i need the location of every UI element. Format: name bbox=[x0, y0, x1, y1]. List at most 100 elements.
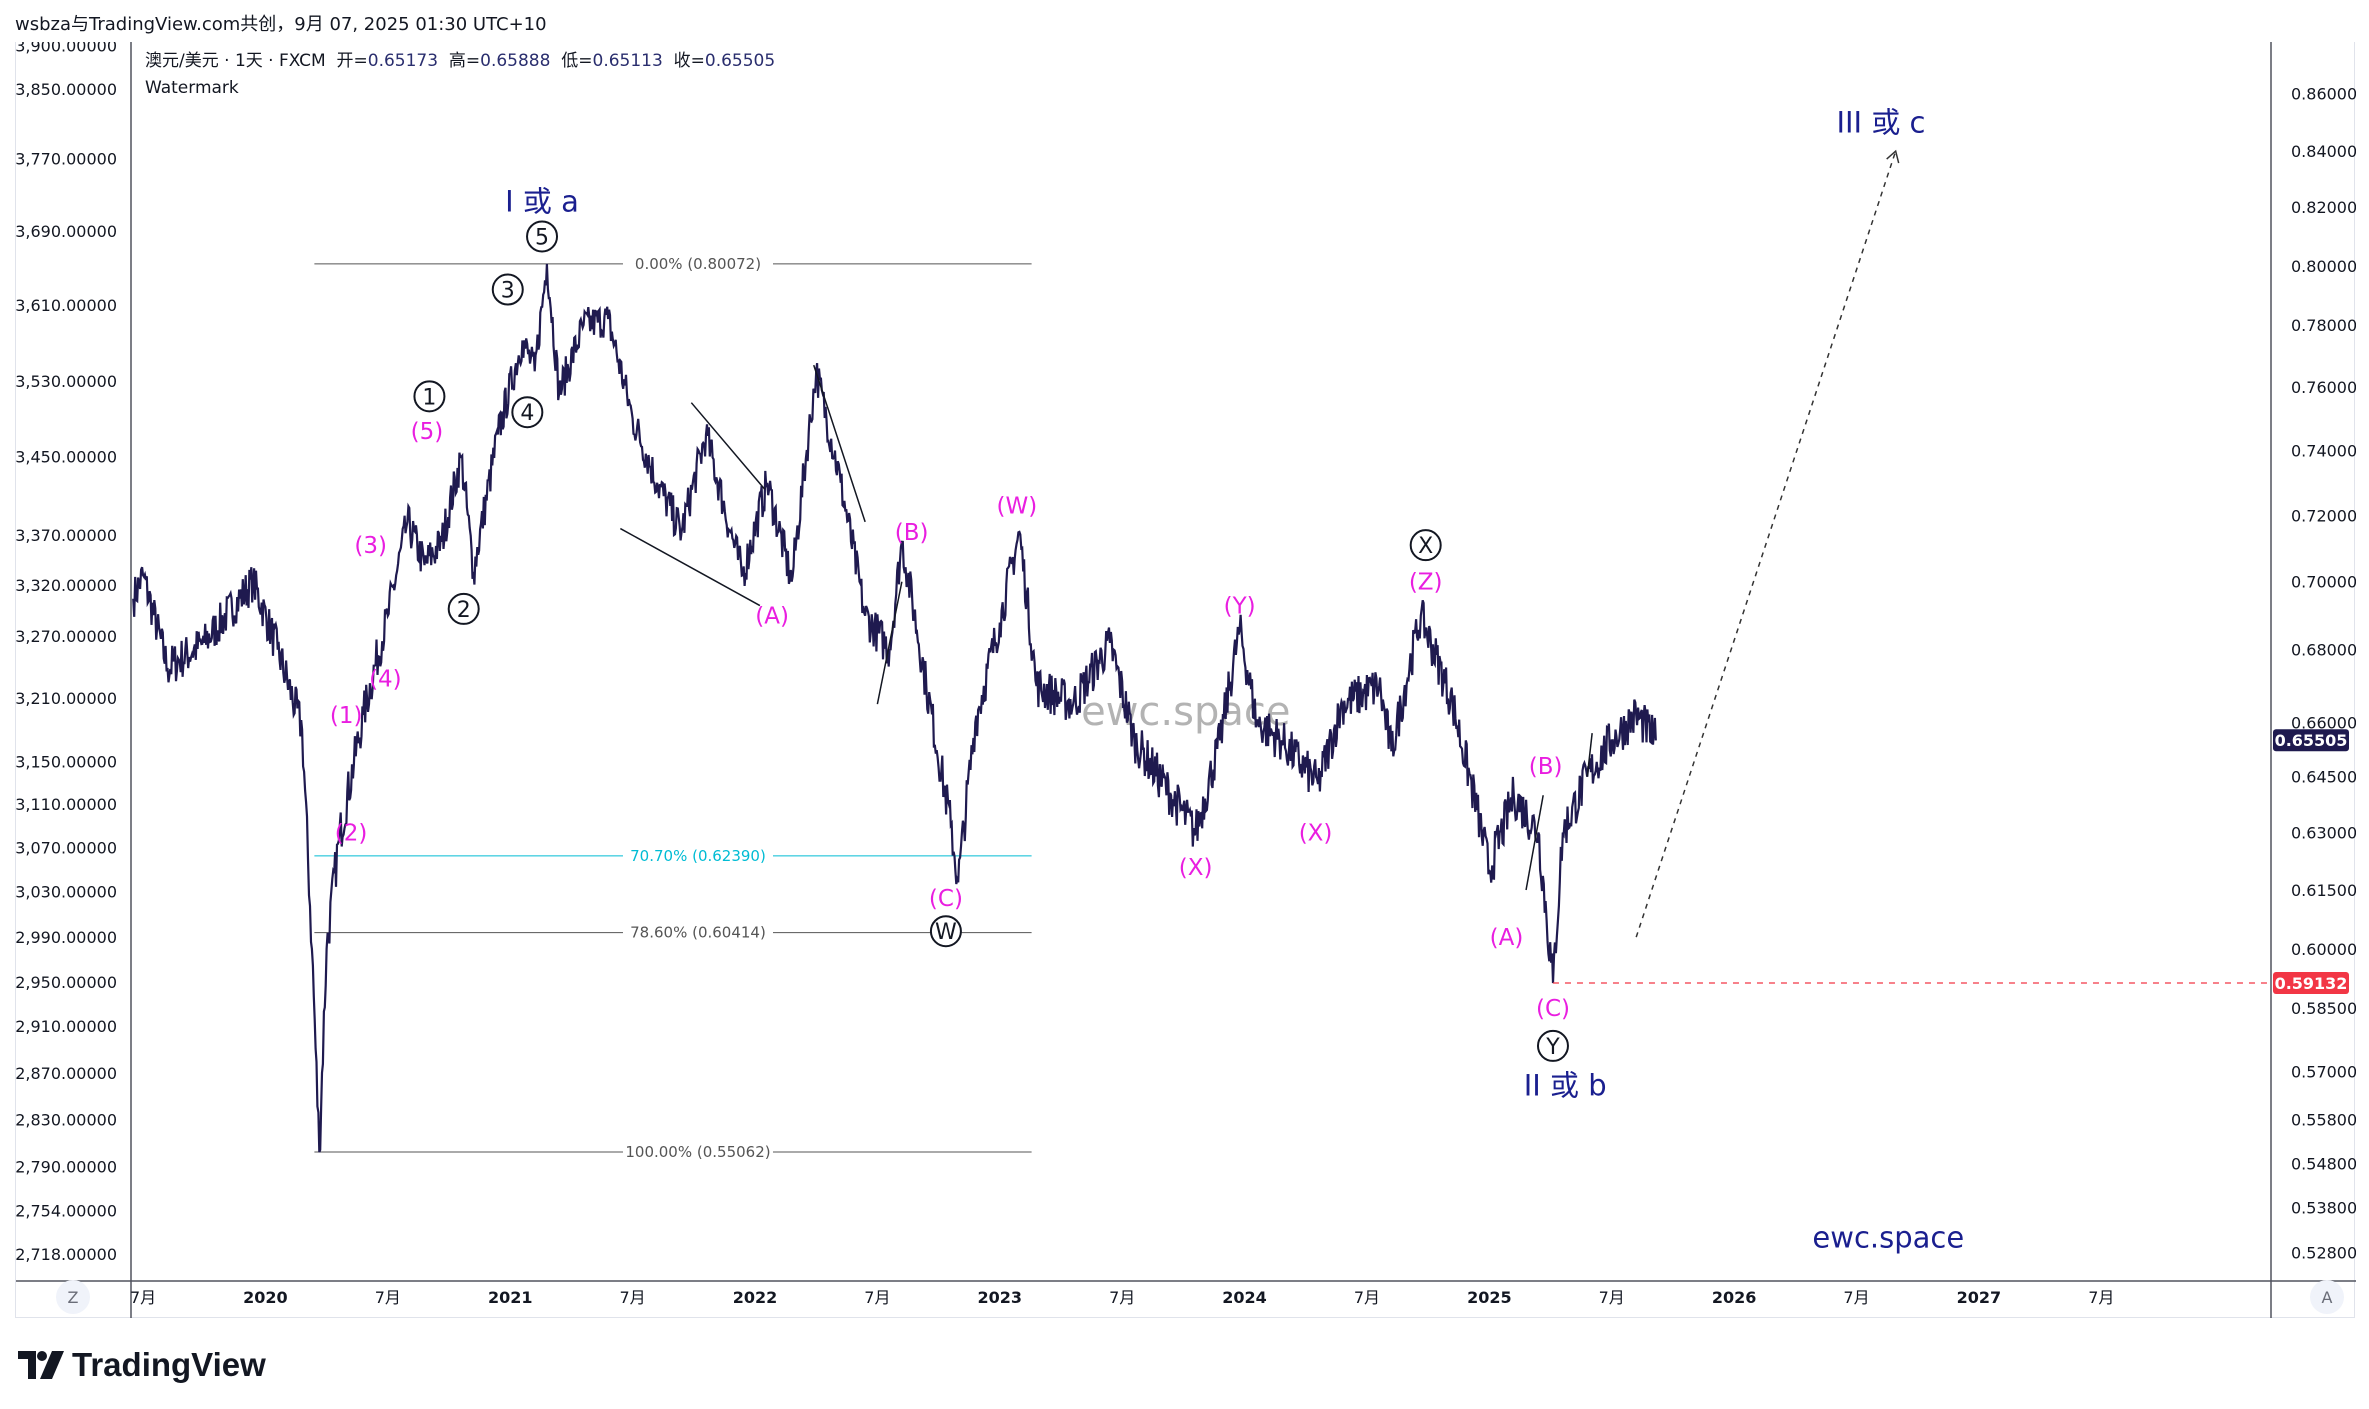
time-axis-tick-label: 2020 bbox=[243, 1288, 288, 1307]
open-value: 0.65173 bbox=[367, 51, 439, 71]
wave-degree-label: III 或 c bbox=[1836, 105, 1925, 139]
fib-level-label: 78.60% (0.60414) bbox=[630, 924, 766, 942]
left-axis-tick-label: 2,754.00000 bbox=[16, 1201, 117, 1220]
right-axis-tick-label: 0.80000 bbox=[2291, 257, 2356, 276]
left-axis-tick-label: 3,370.00000 bbox=[16, 526, 117, 545]
right-axis-tick-label: 0.86000 bbox=[2291, 85, 2356, 104]
right-axis-tick-label: 0.52800 bbox=[2291, 1244, 2356, 1263]
time-axis-tick-label: 2022 bbox=[733, 1288, 778, 1307]
right-axis-tick-label: 0.64500 bbox=[2291, 768, 2356, 787]
right-axis-tick-label: 0.68000 bbox=[2291, 641, 2356, 660]
right-axis-tick-label: 0.53800 bbox=[2291, 1198, 2356, 1217]
left-axis-tick-label: 3,210.00000 bbox=[16, 689, 117, 708]
time-axis-tick-label: 7月 bbox=[375, 1288, 401, 1307]
time-axis-tick-label: 7月 bbox=[1599, 1288, 1625, 1307]
left-axis-tick-label: 3,450.00000 bbox=[16, 447, 117, 466]
symbol-name[interactable]: 澳元/美元 · 1天 · FXCM bbox=[145, 51, 326, 71]
wave-label-text: (X) bbox=[1299, 821, 1333, 847]
tradingview-logo[interactable]: TradingView bbox=[18, 1346, 266, 1384]
time-axis-tick-label: 2026 bbox=[1712, 1288, 1757, 1307]
chart-frame[interactable]: 0.86000 0.84000 0.82000 0.80000 0.78000 0.760… bbox=[15, 42, 2356, 1318]
trendline-drawing bbox=[813, 364, 866, 523]
last-price-badge: 0.65505 bbox=[2273, 729, 2349, 752]
wave-label-text: W bbox=[935, 920, 957, 945]
left-axis-tick-label: 3,850.00000 bbox=[16, 80, 117, 99]
time-axis-tick-label: 7月 bbox=[864, 1288, 890, 1307]
left-axis-tick-label: 3,770.00000 bbox=[16, 150, 117, 169]
wave-label-text: (A) bbox=[1490, 925, 1524, 951]
low-price-badge-text: 0.59132 bbox=[2275, 974, 2348, 993]
time-axis-tick-label: 2023 bbox=[978, 1288, 1023, 1307]
trendline-drawing bbox=[1525, 795, 1544, 891]
corner-watermark: ewc.space bbox=[1812, 1221, 1964, 1255]
low-label: 低= bbox=[561, 51, 593, 71]
time-axis-tick-label: 7月 bbox=[620, 1288, 646, 1307]
right-axis-tick-label: 0.76000 bbox=[2291, 378, 2356, 397]
fib-level-label: 0.00% (0.80072) bbox=[635, 255, 761, 273]
trendline-drawing bbox=[876, 581, 903, 705]
right-axis-tick-label: 0.66000 bbox=[2291, 713, 2356, 732]
price-chart[interactable]: 0.86000 0.84000 0.82000 0.80000 0.78000 0.760… bbox=[16, 42, 2356, 1318]
wave-label-circled: X bbox=[1409, 529, 1442, 562]
wave-label-circled: 4 bbox=[511, 396, 544, 429]
wave-label-text: (B) bbox=[1529, 754, 1563, 780]
left-axis-tick-label: 3,610.00000 bbox=[16, 296, 117, 315]
watermark-indicator-label[interactable]: Watermark bbox=[145, 78, 239, 98]
wave-circle-icon bbox=[1409, 529, 1442, 562]
trendline-drawing bbox=[690, 402, 766, 490]
time-axis-tick-label: 7月 bbox=[2088, 1288, 2114, 1307]
fib-level-label: 100.00% (0.55062) bbox=[625, 1143, 770, 1161]
wave-label-text: X bbox=[1418, 534, 1433, 559]
wave-label-circled: Y bbox=[1536, 1029, 1569, 1062]
low-value: 0.65113 bbox=[592, 51, 663, 71]
right-axis-tick-label: 0.54800 bbox=[2291, 1154, 2356, 1173]
time-axis-tick-label: 7月 bbox=[1109, 1288, 1135, 1307]
auto-scale-right-button[interactable]: A bbox=[2310, 1280, 2344, 1314]
tradingview-logo-icon bbox=[18, 1351, 64, 1379]
wave-label-text: (C) bbox=[1536, 996, 1570, 1022]
wave-label-text: (W) bbox=[997, 494, 1038, 520]
wave-circle-icon bbox=[413, 380, 446, 413]
wave-degree-label: I 或 a bbox=[505, 184, 579, 218]
wave-label-text: (3) bbox=[354, 533, 387, 559]
wave-label-text: (A) bbox=[755, 604, 789, 630]
time-axis-tick-label: 2027 bbox=[1957, 1288, 2002, 1307]
time-axis-tick-label: 2024 bbox=[1222, 1288, 1267, 1307]
center-watermark: ewc.space bbox=[1081, 689, 1290, 735]
wave-circle-icon bbox=[491, 273, 524, 306]
ohlc-row: 澳元/美元 · 1天 · FXCM 开=0.65173 高=0.65888 低=… bbox=[145, 48, 775, 75]
trendline-drawing bbox=[619, 527, 761, 607]
wave-label-circled: 5 bbox=[526, 220, 559, 253]
wave-label-text: 3 bbox=[501, 279, 515, 304]
low-price-badge-bg bbox=[2273, 972, 2349, 995]
wave-label-text: 5 bbox=[535, 225, 549, 250]
wave-label-text: (2) bbox=[335, 821, 368, 847]
wave-label-text: 2 bbox=[457, 598, 471, 623]
left-axis-tick-label: 3,150.00000 bbox=[16, 753, 117, 772]
plot-area: ewc.space 0.00% (0.80072) 70.70% (0.62390)… bbox=[132, 105, 2271, 1161]
auto-scale-left-button[interactable]: Z bbox=[56, 1280, 90, 1314]
wave-label-text: (5) bbox=[411, 419, 444, 445]
wave-degree-label: II 或 b bbox=[1524, 1068, 1607, 1102]
right-axis-tick-label: 0.57000 bbox=[2291, 1062, 2356, 1081]
right-axis-tick-label: 0.72000 bbox=[2291, 506, 2356, 525]
wave-label-text: 1 bbox=[422, 385, 436, 410]
time-axis-tick-label: 7月 bbox=[1843, 1288, 1869, 1307]
wave-circle-icon bbox=[929, 915, 962, 948]
symbol-legend: 澳元/美元 · 1天 · FXCM 开=0.65173 高=0.65888 低=… bbox=[145, 48, 775, 102]
high-value: 0.65888 bbox=[480, 51, 551, 71]
right-axis-tick-label: 0.78000 bbox=[2291, 316, 2356, 335]
wave-label-text: (1) bbox=[330, 703, 363, 729]
wave-label-text: Y bbox=[1545, 1035, 1560, 1060]
wave-label-text: 4 bbox=[520, 401, 534, 426]
right-axis-tick-label: 0.63000 bbox=[2291, 824, 2356, 843]
right-axis-tick-label: 0.84000 bbox=[2291, 142, 2356, 161]
projection-arrow-line bbox=[1635, 150, 1897, 938]
chart-header-title: wsbza与TradingView.com共创，9月 07, 2025 01:3… bbox=[15, 14, 547, 35]
time-axis-tick-label: 7月 bbox=[130, 1288, 156, 1307]
left-axis-tick-label: 2,718.00000 bbox=[16, 1245, 117, 1264]
time-axis-tick-label: 2025 bbox=[1467, 1288, 1512, 1307]
wave-circle-icon bbox=[447, 592, 480, 625]
left-axis-tick-label: 3,900.00000 bbox=[16, 42, 117, 55]
wave-label-text: (B) bbox=[895, 520, 929, 546]
